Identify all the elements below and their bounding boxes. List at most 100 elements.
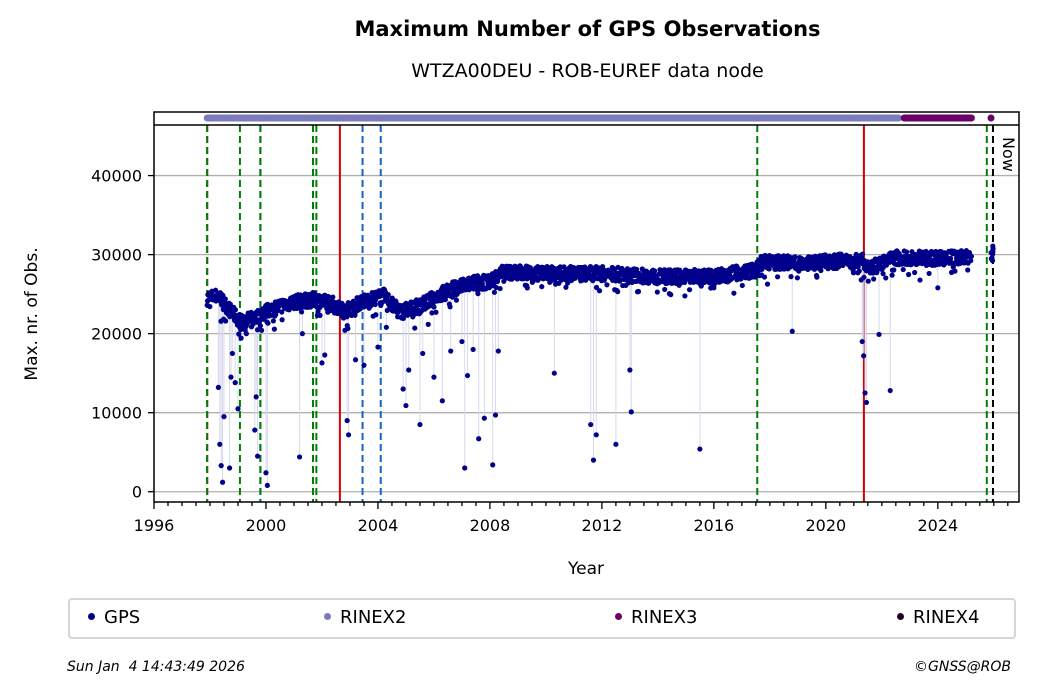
legend-label: RINEX2 <box>340 607 407 628</box>
gps-point <box>493 284 499 291</box>
legend-item-gps: GPS <box>88 607 140 628</box>
gps-point <box>497 285 503 292</box>
gps-point <box>462 465 468 471</box>
gps-point <box>926 270 932 277</box>
legend: GPS RINEX2 RINEX3 RINEX4 <box>68 598 1016 639</box>
gps-point <box>871 276 877 282</box>
gps-point <box>490 462 496 468</box>
gps-point <box>236 331 242 337</box>
gps-point <box>792 254 798 260</box>
gps-point <box>226 465 233 471</box>
gps-point <box>491 289 498 295</box>
legend-item-rinex4: RINEX4 <box>897 607 979 628</box>
gps-point <box>596 288 603 294</box>
gps-point <box>912 269 918 276</box>
grid-lines <box>154 174 1019 493</box>
gps-point <box>990 245 996 252</box>
x-axis-label: Year <box>567 559 604 579</box>
gps-point <box>270 318 276 324</box>
gps-point <box>420 350 426 357</box>
gps-point <box>238 335 244 341</box>
gps-point <box>352 357 359 363</box>
gps-point <box>361 362 367 368</box>
gps-point <box>495 348 501 354</box>
gps-point <box>652 268 658 274</box>
gps-point <box>613 441 619 447</box>
gps-point <box>615 264 621 270</box>
gps-point <box>227 301 233 307</box>
legend-label: RINEX3 <box>631 607 698 628</box>
gps-point <box>271 326 277 332</box>
gps-point <box>900 266 906 273</box>
gps-point <box>373 312 379 318</box>
gps-point <box>322 352 328 358</box>
gps-point <box>628 409 634 415</box>
gps-point <box>221 414 227 420</box>
gps-point <box>330 294 336 300</box>
gps-point <box>264 482 270 489</box>
gps-point <box>439 398 445 404</box>
gps-point <box>279 309 285 315</box>
y-axis-ticks: 0 10000 20000 30000 40000 <box>91 167 154 502</box>
gps-point <box>238 327 244 333</box>
copyright: ©GNSS@ROB <box>914 659 1011 675</box>
gps-point <box>551 370 557 376</box>
gps-point <box>459 338 465 345</box>
gps-point <box>417 421 423 428</box>
gps-point <box>662 286 668 293</box>
gps-point <box>880 271 886 277</box>
gps-point <box>859 251 866 257</box>
gps-point <box>968 253 975 259</box>
gps-point <box>952 268 958 274</box>
x-tick-label: 2012 <box>582 516 623 535</box>
gps-point <box>965 267 971 273</box>
gps-point <box>761 274 768 280</box>
gps-point <box>524 285 530 291</box>
gps-point <box>265 320 271 326</box>
gps-point <box>406 367 412 373</box>
gps-point <box>253 394 259 400</box>
gps-point <box>257 323 263 329</box>
gps-point <box>863 399 870 406</box>
gps-point <box>917 277 923 283</box>
gps-point <box>219 479 226 485</box>
gps-point <box>263 470 269 476</box>
gps-point <box>883 275 889 281</box>
gps-point <box>876 331 882 338</box>
x-tick-label: 1996 <box>134 516 175 535</box>
gps-point <box>218 463 224 469</box>
gps-point <box>222 296 228 302</box>
gps-point <box>818 267 824 274</box>
gps-point <box>235 406 241 412</box>
gps-point <box>252 427 258 433</box>
y-tick-label: 0 <box>132 483 142 502</box>
gps-point <box>207 303 213 310</box>
gps-point <box>325 294 332 300</box>
gps-point <box>766 266 772 272</box>
gps-point <box>862 390 868 396</box>
x-tick-label: 2024 <box>917 516 958 535</box>
gps-point <box>865 278 871 284</box>
gps-point <box>431 304 437 310</box>
gps-point <box>317 312 323 319</box>
gps-point <box>682 293 688 299</box>
gps-point <box>383 324 389 330</box>
gps-point <box>708 267 714 273</box>
gps-point <box>561 264 567 270</box>
gps-point <box>345 432 352 438</box>
gps-point <box>850 270 857 276</box>
x-tick-label: 2004 <box>358 516 399 535</box>
gps-point <box>789 328 795 334</box>
gps-point <box>764 281 771 287</box>
chart-title: Maximum Number of GPS Observations <box>354 17 821 41</box>
gps-points <box>204 243 996 489</box>
gps-point <box>654 289 660 295</box>
gps-point <box>859 338 865 345</box>
legend-item-rinex2: RINEX2 <box>324 607 406 628</box>
gps-point <box>254 327 261 333</box>
gps-point <box>448 348 454 354</box>
gps-point <box>254 453 261 459</box>
gps-point <box>279 317 285 323</box>
gps-point <box>856 268 862 274</box>
chart-subtitle: WTZA00DEU - ROB-EUREF data node <box>411 60 764 82</box>
